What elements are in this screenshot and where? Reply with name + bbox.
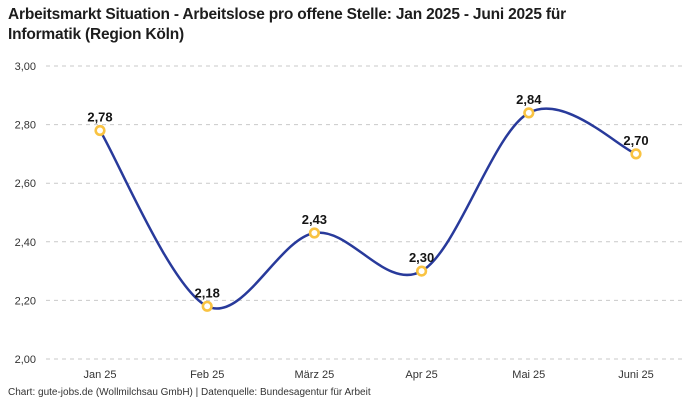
y-axis-tick-label: 2,80: [15, 120, 36, 132]
y-axis-tick-label: 2,60: [15, 178, 36, 190]
chart-title-line2: Informatik (Region Köln): [8, 25, 185, 43]
data-point-marker: [416, 265, 428, 277]
y-axis-tick-label: 2,40: [15, 237, 36, 249]
data-point-value-label: 2,78: [87, 110, 112, 125]
x-axis-tick-label: Mai 25: [512, 369, 545, 381]
data-point-marker: [630, 148, 642, 160]
data-point-value-label: 2,18: [195, 285, 220, 300]
chart-title-line1: Arbeitsmarkt Situation - Arbeitslose pro…: [8, 6, 566, 23]
data-point-marker: [523, 107, 535, 119]
data-point-value-label: 2,43: [302, 212, 327, 227]
data-point-marker: [94, 124, 106, 137]
data-point-value-label: 2,84: [516, 92, 542, 107]
y-axis-tick-label: 2,00: [15, 354, 36, 366]
y-axis-tick-label: 3,00: [15, 61, 36, 73]
x-axis-tick-label: Feb 25: [190, 369, 224, 381]
chart-footer: Chart: gute-jobs.de (Wollmilchsau GmbH) …: [8, 387, 371, 398]
data-series-line: [98, 107, 638, 310]
data-point-marker: [201, 300, 213, 312]
x-axis-tick-label: Apr 25: [405, 369, 437, 381]
data-point-value-label: 2,70: [623, 133, 648, 148]
data-point-marker: [308, 227, 321, 239]
chart-title: Arbeitsmarkt Situation - Arbeitslose pro…: [8, 5, 688, 44]
x-axis-tick-label: Juni 25: [618, 369, 653, 381]
x-axis-tick-label: März 25: [295, 369, 335, 381]
y-axis-tick-label: 2,20: [15, 295, 36, 307]
data-point-value-label: 2,30: [409, 250, 434, 265]
x-axis-tick-label: Jan 25: [83, 369, 116, 381]
